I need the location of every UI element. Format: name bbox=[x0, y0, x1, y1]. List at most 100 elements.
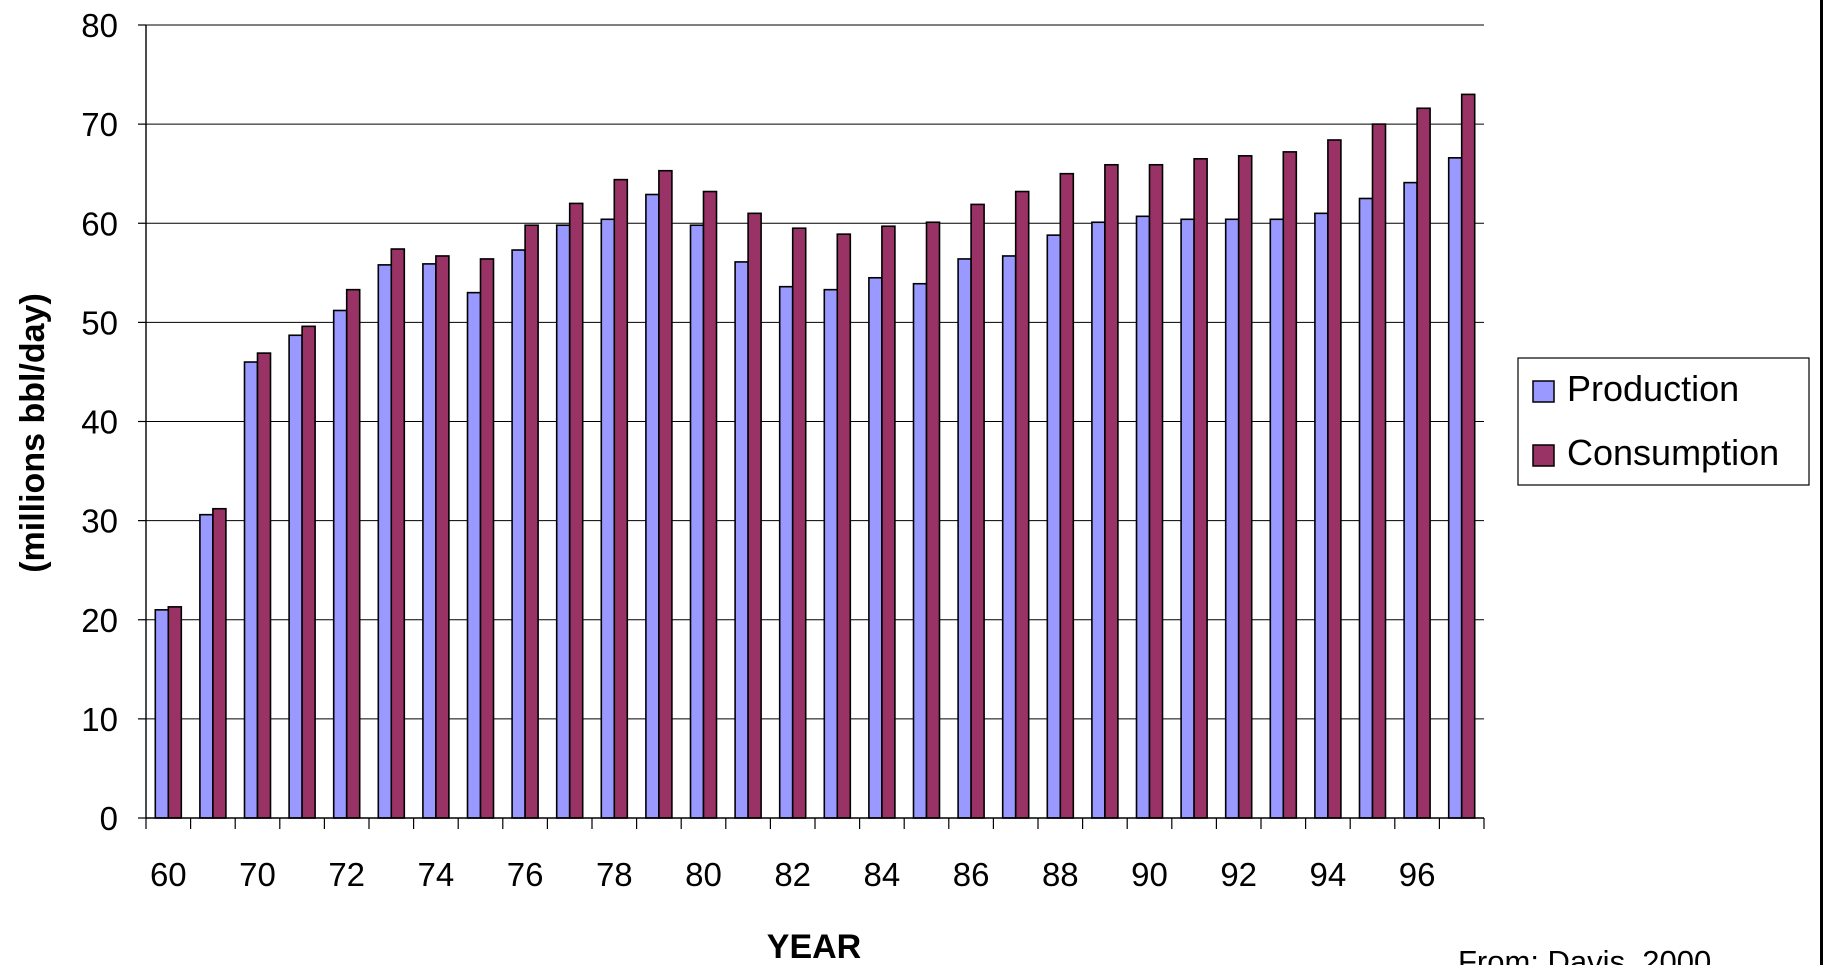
x-tick-label: 78 bbox=[596, 856, 633, 893]
bar-consumption bbox=[613, 178, 629, 819]
bar-production bbox=[555, 224, 571, 819]
bar-consumption bbox=[1416, 107, 1431, 819]
bar-production bbox=[1269, 218, 1285, 819]
x-tick-label: 90 bbox=[1131, 856, 1168, 893]
x-tick-label: 84 bbox=[864, 856, 901, 893]
bar-consumption bbox=[925, 221, 941, 819]
bar-production bbox=[511, 249, 526, 819]
bar-production bbox=[288, 334, 303, 819]
bar-consumption bbox=[836, 233, 852, 819]
bar-consumption bbox=[1148, 163, 1164, 819]
x-tick-label: 92 bbox=[1220, 856, 1257, 893]
bar-consumption bbox=[167, 606, 183, 819]
x-tick-label: 72 bbox=[328, 856, 365, 893]
bar-production bbox=[466, 291, 482, 819]
bar-production bbox=[422, 263, 437, 819]
y-tick-label: 10 bbox=[81, 701, 118, 738]
bar-production bbox=[243, 361, 259, 819]
y-tick-label: 60 bbox=[81, 205, 118, 242]
bars bbox=[154, 93, 1476, 819]
legend-swatch-consumption bbox=[1532, 444, 1555, 467]
grid-lines bbox=[146, 24, 1484, 720]
y-tick-label: 40 bbox=[81, 404, 118, 441]
x-tick-label: 88 bbox=[1042, 856, 1079, 893]
bar-consumption bbox=[881, 225, 896, 819]
x-tick-label: 82 bbox=[774, 856, 811, 893]
bar-production bbox=[1046, 234, 1062, 819]
bar-consumption bbox=[479, 258, 495, 819]
bar-production bbox=[377, 264, 393, 819]
bar-production bbox=[689, 224, 705, 819]
x-tick-labels: 60 70 72 74 76 78 80 82 84 86 88 90 92 94 96 bbox=[150, 856, 1436, 893]
bar-consumption bbox=[435, 255, 450, 819]
x-tick-label: 74 bbox=[418, 856, 455, 893]
x-tick-label: 60 bbox=[150, 856, 187, 893]
y-tick-label: 30 bbox=[81, 503, 118, 540]
bar-consumption bbox=[1104, 163, 1119, 819]
bar-production bbox=[912, 282, 928, 819]
bar-production bbox=[1403, 181, 1418, 819]
x-tick-label: 96 bbox=[1399, 856, 1436, 893]
bar-consumption bbox=[1193, 158, 1208, 819]
bar-production bbox=[1358, 197, 1374, 819]
bar-production bbox=[778, 285, 794, 819]
x-tick-label: 76 bbox=[507, 856, 544, 893]
bar-consumption bbox=[524, 224, 539, 819]
bar-consumption bbox=[747, 212, 762, 819]
legend: Production Consumption bbox=[1517, 357, 1810, 486]
bar-consumption bbox=[1327, 139, 1342, 819]
axes bbox=[138, 24, 1485, 829]
bar-production bbox=[1001, 255, 1017, 819]
bar-consumption bbox=[1460, 93, 1476, 819]
bar-production bbox=[1091, 221, 1106, 819]
bar-consumption bbox=[1371, 123, 1387, 819]
bar-production bbox=[1180, 218, 1195, 819]
bar-production bbox=[1135, 215, 1151, 819]
x-axis-title: YEAR bbox=[767, 928, 861, 965]
bar-production bbox=[1447, 157, 1463, 819]
bar-consumption bbox=[1059, 172, 1075, 819]
y-tick-label: 70 bbox=[81, 106, 118, 143]
legend-box bbox=[1517, 357, 1810, 486]
bar-production bbox=[332, 309, 348, 819]
bar-consumption bbox=[568, 202, 584, 819]
bar-consumption bbox=[702, 190, 718, 819]
bar-production bbox=[199, 513, 214, 819]
legend-label-consumption: Consumption bbox=[1567, 432, 1779, 473]
bar-consumption bbox=[1282, 151, 1298, 819]
source-note: From: Davis, 2000 bbox=[1458, 944, 1711, 965]
bar-production bbox=[1224, 218, 1240, 819]
bar-consumption bbox=[301, 325, 316, 819]
x-tick-label: 94 bbox=[1310, 856, 1347, 893]
slide-border bbox=[1820, 0, 1823, 965]
y-axis-title: (millions bbl/day) bbox=[14, 293, 52, 573]
y-tick-label: 80 bbox=[81, 7, 118, 44]
bar-production bbox=[734, 261, 749, 819]
legend-label-production: Production bbox=[1567, 368, 1739, 409]
y-tick-label: 0 bbox=[100, 800, 118, 837]
bar-consumption bbox=[212, 507, 227, 819]
bar-consumption bbox=[658, 169, 673, 819]
y-tick-labels: 0 10 20 30 40 50 60 70 80 bbox=[81, 7, 118, 837]
bar-consumption bbox=[256, 352, 272, 819]
legend-swatch-production bbox=[1532, 380, 1555, 403]
bar-consumption bbox=[791, 227, 807, 819]
bar-production bbox=[600, 218, 616, 819]
bar-consumption bbox=[345, 288, 361, 819]
bar-production bbox=[1314, 212, 1329, 819]
x-tick-label: 80 bbox=[685, 856, 722, 893]
bar-production bbox=[868, 276, 883, 819]
bar-consumption bbox=[390, 248, 406, 819]
bar-consumption bbox=[970, 203, 985, 819]
x-tick-label: 70 bbox=[239, 856, 276, 893]
bar-production bbox=[823, 288, 839, 819]
bar-consumption bbox=[1014, 190, 1030, 819]
x-tick-label: 86 bbox=[953, 856, 990, 893]
y-tick-label: 50 bbox=[81, 304, 118, 341]
bar-production bbox=[957, 258, 972, 819]
bar-consumption bbox=[1237, 155, 1253, 819]
bar-production bbox=[154, 609, 170, 819]
bar-production bbox=[645, 193, 660, 819]
y-tick-label: 20 bbox=[81, 602, 118, 639]
